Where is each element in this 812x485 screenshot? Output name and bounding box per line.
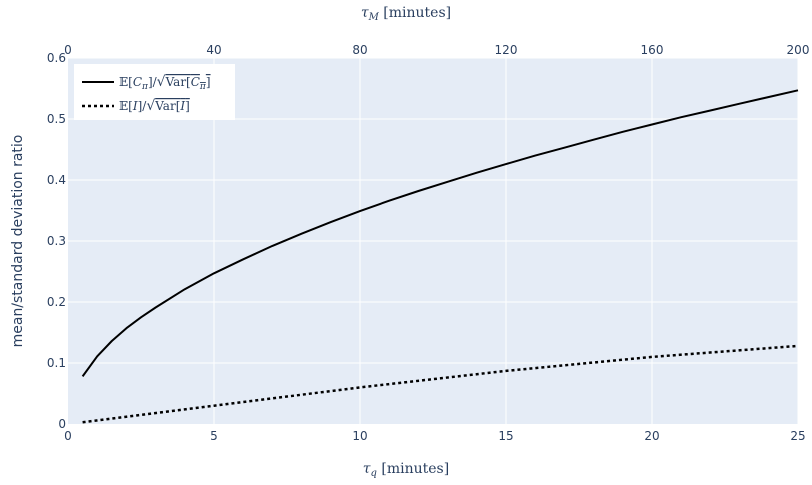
x-tick-label: 20 — [644, 429, 659, 443]
y-tick-label: 0.1 — [47, 356, 66, 370]
legend-label-c-pi: 𝔼[Cπ]/√Var[Cπ] — [119, 74, 211, 92]
y-tick-label: 0.2 — [47, 295, 66, 309]
x-axis-unit: [minutes] — [377, 461, 449, 477]
x-tick-label: 10 — [352, 429, 367, 443]
y-tick-label: 0.6 — [47, 51, 66, 65]
x-tick-label: 15 — [498, 429, 513, 443]
y-tick-label: 0.5 — [47, 112, 66, 126]
x-tick-label: 5 — [210, 429, 218, 443]
y-tick-label: 0.3 — [47, 234, 66, 248]
top-axis-unit: [minutes] — [379, 5, 451, 21]
legend-label-i: 𝔼[I]/√Var[I] — [119, 98, 190, 114]
y-tick-label: 0 — [58, 417, 66, 431]
y-axis-title: mean/standard deviation ratio — [10, 135, 26, 348]
top-tick-label: 200 — [787, 43, 810, 57]
legend-box — [74, 64, 235, 120]
x-tick-label: 0 — [64, 429, 72, 443]
top-tick-label: 0 — [64, 43, 72, 57]
top-axis-title: τM [minutes] — [361, 5, 451, 23]
series-lines — [81, 89, 799, 424]
top-axis-ticks: 0 40 80 120 160 200 — [64, 43, 809, 57]
top-tick-label: 120 — [495, 43, 518, 57]
top-tick-label: 40 — [206, 43, 221, 57]
y-axis-ticks: 0 0.1 0.2 0.3 0.4 0.5 0.6 — [47, 51, 66, 431]
top-tick-label: 80 — [352, 43, 367, 57]
series-line-1 — [81, 89, 799, 377]
x-tick-label: 25 — [790, 429, 805, 443]
x-axis-ticks: 0 5 10 15 20 25 — [64, 429, 805, 443]
series-line-2 — [82, 344, 799, 424]
top-tick-label: 160 — [641, 43, 664, 57]
x-axis-title: τq [minutes] — [363, 461, 449, 479]
y-tick-label: 0.4 — [47, 173, 66, 187]
legend: 𝔼[Cπ]/√Var[Cπ] 𝔼[I]/√Var[I] — [74, 64, 235, 120]
